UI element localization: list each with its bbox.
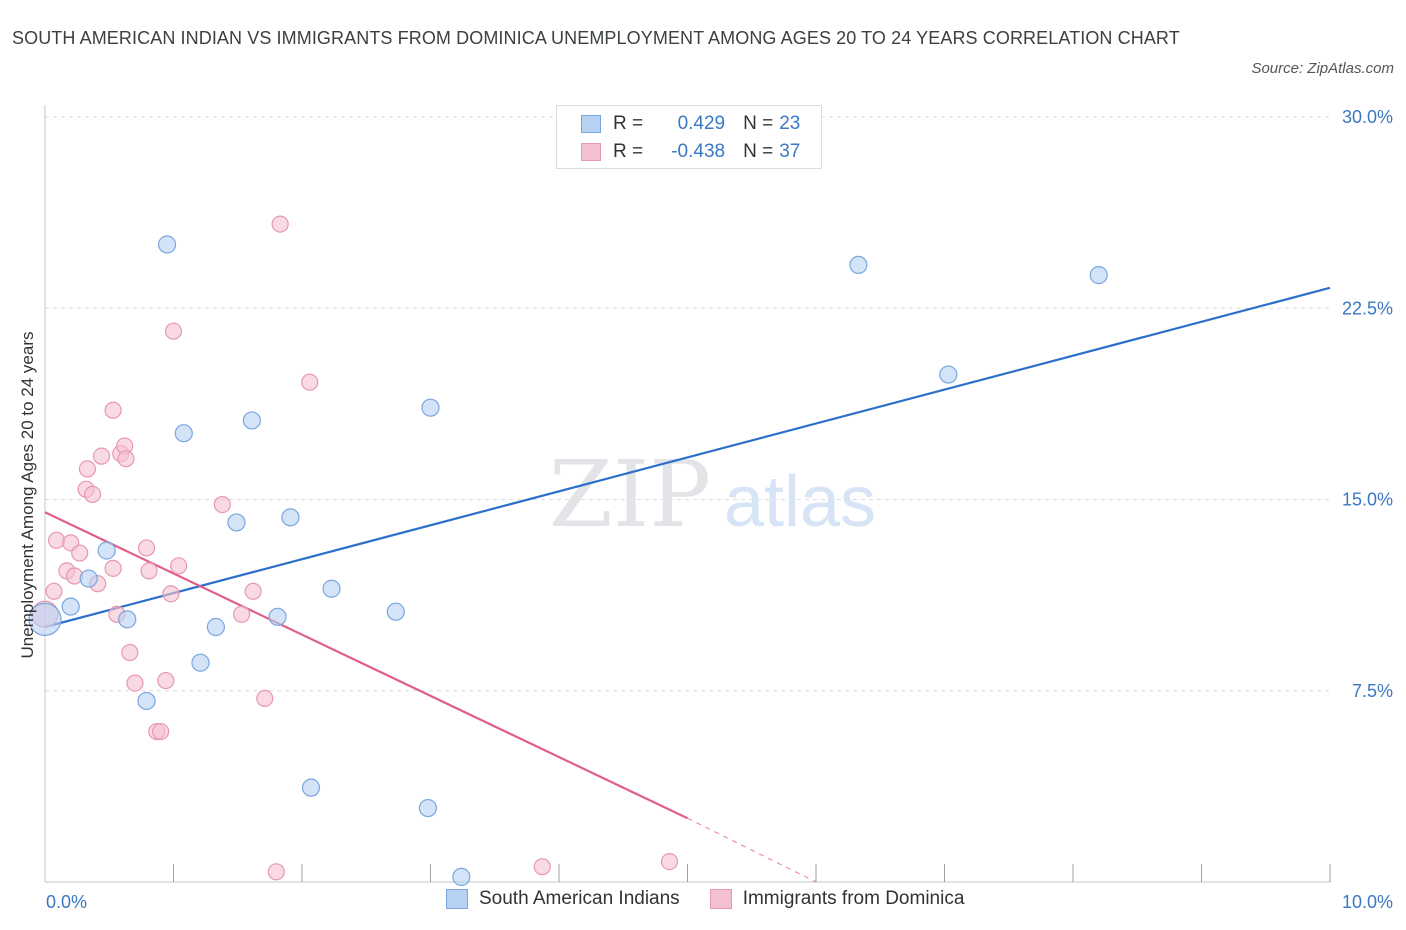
legend-r-value: 0.429 <box>677 113 726 134</box>
data-point-south-american-indians <box>157 235 177 254</box>
legend-n-label: N = <box>743 113 774 134</box>
trend-line-extension-dashed <box>687 817 817 883</box>
data-point-south-american-indians <box>191 653 210 672</box>
bottom-legend-item-south-american-indians: South American Indians <box>446 888 680 910</box>
y-tick-label: 30.0% <box>1342 107 1393 127</box>
data-point-immigrants-dominica <box>213 496 231 514</box>
legend-row-south-american-indians: R = 0.429 N = 23 <box>581 110 800 138</box>
data-point-immigrants-dominica <box>267 863 285 881</box>
bottom-legend-item-immigrants-dominica: Immigrants from Dominica <box>709 888 965 910</box>
data-point-immigrants-dominica <box>45 582 63 600</box>
data-point-immigrants-dominica <box>126 674 144 692</box>
data-point-immigrants-dominica <box>301 373 319 391</box>
data-point-immigrants-dominica <box>92 447 111 465</box>
legend-r-label: R = <box>613 141 644 162</box>
bottom-legend-label: Immigrants from Dominica <box>742 888 965 909</box>
data-point-immigrants-dominica <box>244 582 262 600</box>
data-point-immigrants-dominica <box>533 858 551 876</box>
data-point-immigrants-dominica <box>170 557 188 575</box>
data-point-immigrants-dominica <box>152 722 170 741</box>
data-point-immigrants-dominica <box>47 531 66 549</box>
data-point-immigrants-dominica <box>164 322 183 340</box>
chart-title: SOUTH AMERICAN INDIAN VS IMMIGRANTS FROM… <box>12 28 1180 48</box>
data-point-immigrants-dominica <box>117 450 135 468</box>
data-point-south-american-indians <box>322 579 341 598</box>
watermark: ZIP atlas <box>549 441 876 548</box>
correlation-legend: R = 0.429 N = 23 R = -0.438 N = 37 <box>556 105 822 169</box>
data-point-south-american-indians <box>242 411 261 430</box>
data-point-south-american-indians <box>421 398 440 417</box>
legend-row-immigrants-dominica: R = -0.438 N = 37 <box>581 138 800 166</box>
legend-r-value: -0.438 <box>671 141 726 162</box>
data-point-south-american-indians <box>418 798 438 818</box>
data-point-south-american-indians <box>1089 266 1108 285</box>
bottom-legend-swatch-blue <box>446 889 468 909</box>
legend-n-value: 23 <box>779 113 801 134</box>
data-point-immigrants-dominica <box>104 401 122 419</box>
data-point-immigrants-dominica <box>162 585 180 603</box>
data-point-immigrants-dominica <box>233 605 251 623</box>
trend-line-immigrants-dominica <box>44 511 688 820</box>
legend-n-label: N = <box>743 141 774 162</box>
data-point-south-american-indians <box>118 610 137 629</box>
data-point-immigrants-dominica <box>83 485 102 503</box>
data-point-immigrants-dominica <box>271 215 289 233</box>
data-point-immigrants-dominica <box>78 460 97 478</box>
axis-layer: 7.5% 15.0% 22.5% 30.0% 0.0% 10.0% <box>44 105 1393 912</box>
x-tick-label-min: 0.0% <box>46 892 87 912</box>
trend-layer <box>44 286 1331 883</box>
legend-swatch-pink <box>581 143 601 161</box>
bottom-legend-swatch-pink <box>709 889 732 909</box>
data-point-south-american-indians <box>79 569 98 588</box>
data-point-immigrants-dominica <box>140 562 158 580</box>
data-point-south-american-indians <box>281 508 300 527</box>
data-point-immigrants-dominica <box>660 852 679 871</box>
y-tick-label: 7.5% <box>1352 681 1393 701</box>
data-point-south-american-indians <box>61 597 80 616</box>
data-point-south-american-indians <box>97 541 116 560</box>
y-tick-label: 15.0% <box>1342 490 1393 510</box>
data-point-south-american-indians <box>268 607 287 626</box>
data-point-immigrants-dominica <box>71 544 89 562</box>
data-point-south-american-indians <box>137 691 156 711</box>
data-point-immigrants-dominica <box>157 671 175 690</box>
legend-n-value: 37 <box>779 141 801 162</box>
data-point-south-american-indians <box>174 424 193 443</box>
data-point-immigrants-dominica <box>137 539 156 557</box>
data-point-south-american-indians <box>939 365 958 384</box>
points-layer <box>28 215 1108 887</box>
x-tick-label-max: 10.0% <box>1342 892 1393 912</box>
data-point-immigrants-dominica <box>121 643 139 662</box>
data-point-south-american-indians <box>28 602 62 636</box>
data-point-south-american-indians <box>849 255 868 274</box>
source-label: Source: ZipAtlas.com <box>1251 60 1394 77</box>
data-point-south-american-indians <box>206 617 226 637</box>
legend-swatch-blue <box>581 115 601 133</box>
legend-r-label: R = <box>613 113 644 134</box>
data-point-south-american-indians <box>386 602 405 621</box>
y-axis-label: Unemployment Among Ages 20 to 24 years <box>18 332 37 659</box>
bottom-legend: South American Indians Immigrants from D… <box>446 888 994 910</box>
bottom-legend-label: South American Indians <box>479 888 680 909</box>
y-tick-label: 22.5% <box>1342 298 1393 318</box>
data-point-south-american-indians <box>452 867 471 887</box>
trend-line-south-american-indians <box>44 286 1331 629</box>
data-point-south-american-indians <box>301 778 321 797</box>
data-point-immigrants-dominica <box>256 689 274 708</box>
watermark-atlas: atlas <box>724 462 876 542</box>
data-point-south-american-indians <box>227 513 246 532</box>
data-point-immigrants-dominica <box>104 559 122 577</box>
